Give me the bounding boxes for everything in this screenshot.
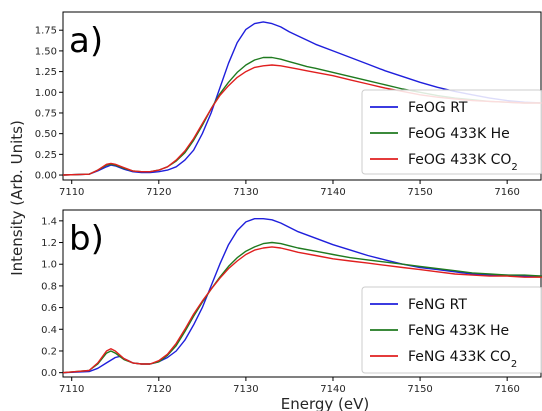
- y-tick-label: 1.0: [41, 260, 57, 271]
- y-tick-label: 0.2: [41, 346, 57, 357]
- panel-a: 7110 7120 7130 7140 7150 7160 0.00 0.25 0.50 0.75…: [35, 11, 542, 198]
- y-tick-label: 1.2: [41, 238, 57, 249]
- legend-label: FeOG RT: [408, 100, 468, 116]
- series-line-0: [62, 21, 542, 176]
- x-tick-label: 7160: [494, 384, 519, 395]
- y-tick-label: 0.4: [41, 325, 57, 336]
- y-tick-label: 1.00: [35, 88, 57, 99]
- x-tick-label: 7140: [320, 384, 345, 395]
- x-tick-label: 7110: [59, 384, 84, 395]
- legend-label: FeOG 433K He: [408, 126, 510, 142]
- y-tick-label: 0.50: [35, 129, 57, 140]
- y-tick-label: 1.75: [35, 26, 57, 37]
- y-tick-label: 0.8: [41, 281, 57, 292]
- x-tick-label: 7150: [407, 187, 432, 198]
- legend-label: FeNG 433K CO2: [408, 349, 517, 370]
- y-axis-title: Intensity (Arb. Units): [8, 120, 26, 276]
- series-line-2: [62, 246, 542, 374]
- x-tick-label: 7110: [59, 187, 84, 198]
- legend-label: FeNG RT: [408, 297, 467, 313]
- y-tick-label: 1.50: [35, 46, 57, 57]
- legend: FeOG RT FeOG 433K He FeOG 433K CO2: [361, 89, 542, 175]
- legend-box: [361, 286, 542, 374]
- legend: FeNG RT FeNG 433K He FeNG 433K CO2: [361, 286, 542, 374]
- y-tick-label: 0.75: [35, 108, 57, 119]
- x-tick-label: 7150: [407, 384, 432, 395]
- panel-b: 7110 7120 7130 7140 7150 7160 0.0 0.2 0.4 0.6 0.8 1…: [41, 209, 542, 395]
- x-tick-label: 7120: [146, 187, 171, 198]
- y-tick-label: 1.25: [35, 67, 57, 78]
- legend-label-subscript: 2: [511, 162, 517, 173]
- x-axis-title: Energy (eV): [281, 395, 369, 411]
- y-tick-label: 0.6: [41, 303, 57, 314]
- x-tick-label: 7130: [233, 187, 258, 198]
- legend-label: FeOG 433K CO2: [408, 152, 518, 173]
- panel-label: b): [69, 219, 104, 259]
- panel-label: a): [69, 21, 103, 61]
- y-tick-label: 0.00: [35, 171, 57, 182]
- legend-label: FeNG 433K He: [408, 323, 509, 339]
- y-tick-label: 1.4: [41, 216, 57, 227]
- y-tick-label: 0.25: [35, 150, 57, 161]
- legend-box: [361, 89, 542, 175]
- legend-label-subscript: 2: [511, 359, 517, 370]
- y-tick-label: 0.0: [41, 368, 57, 379]
- x-tick-label: 7130: [233, 384, 258, 395]
- x-tick-label: 7140: [320, 187, 345, 198]
- x-tick-label: 7160: [494, 187, 519, 198]
- x-tick-label: 7120: [146, 384, 171, 395]
